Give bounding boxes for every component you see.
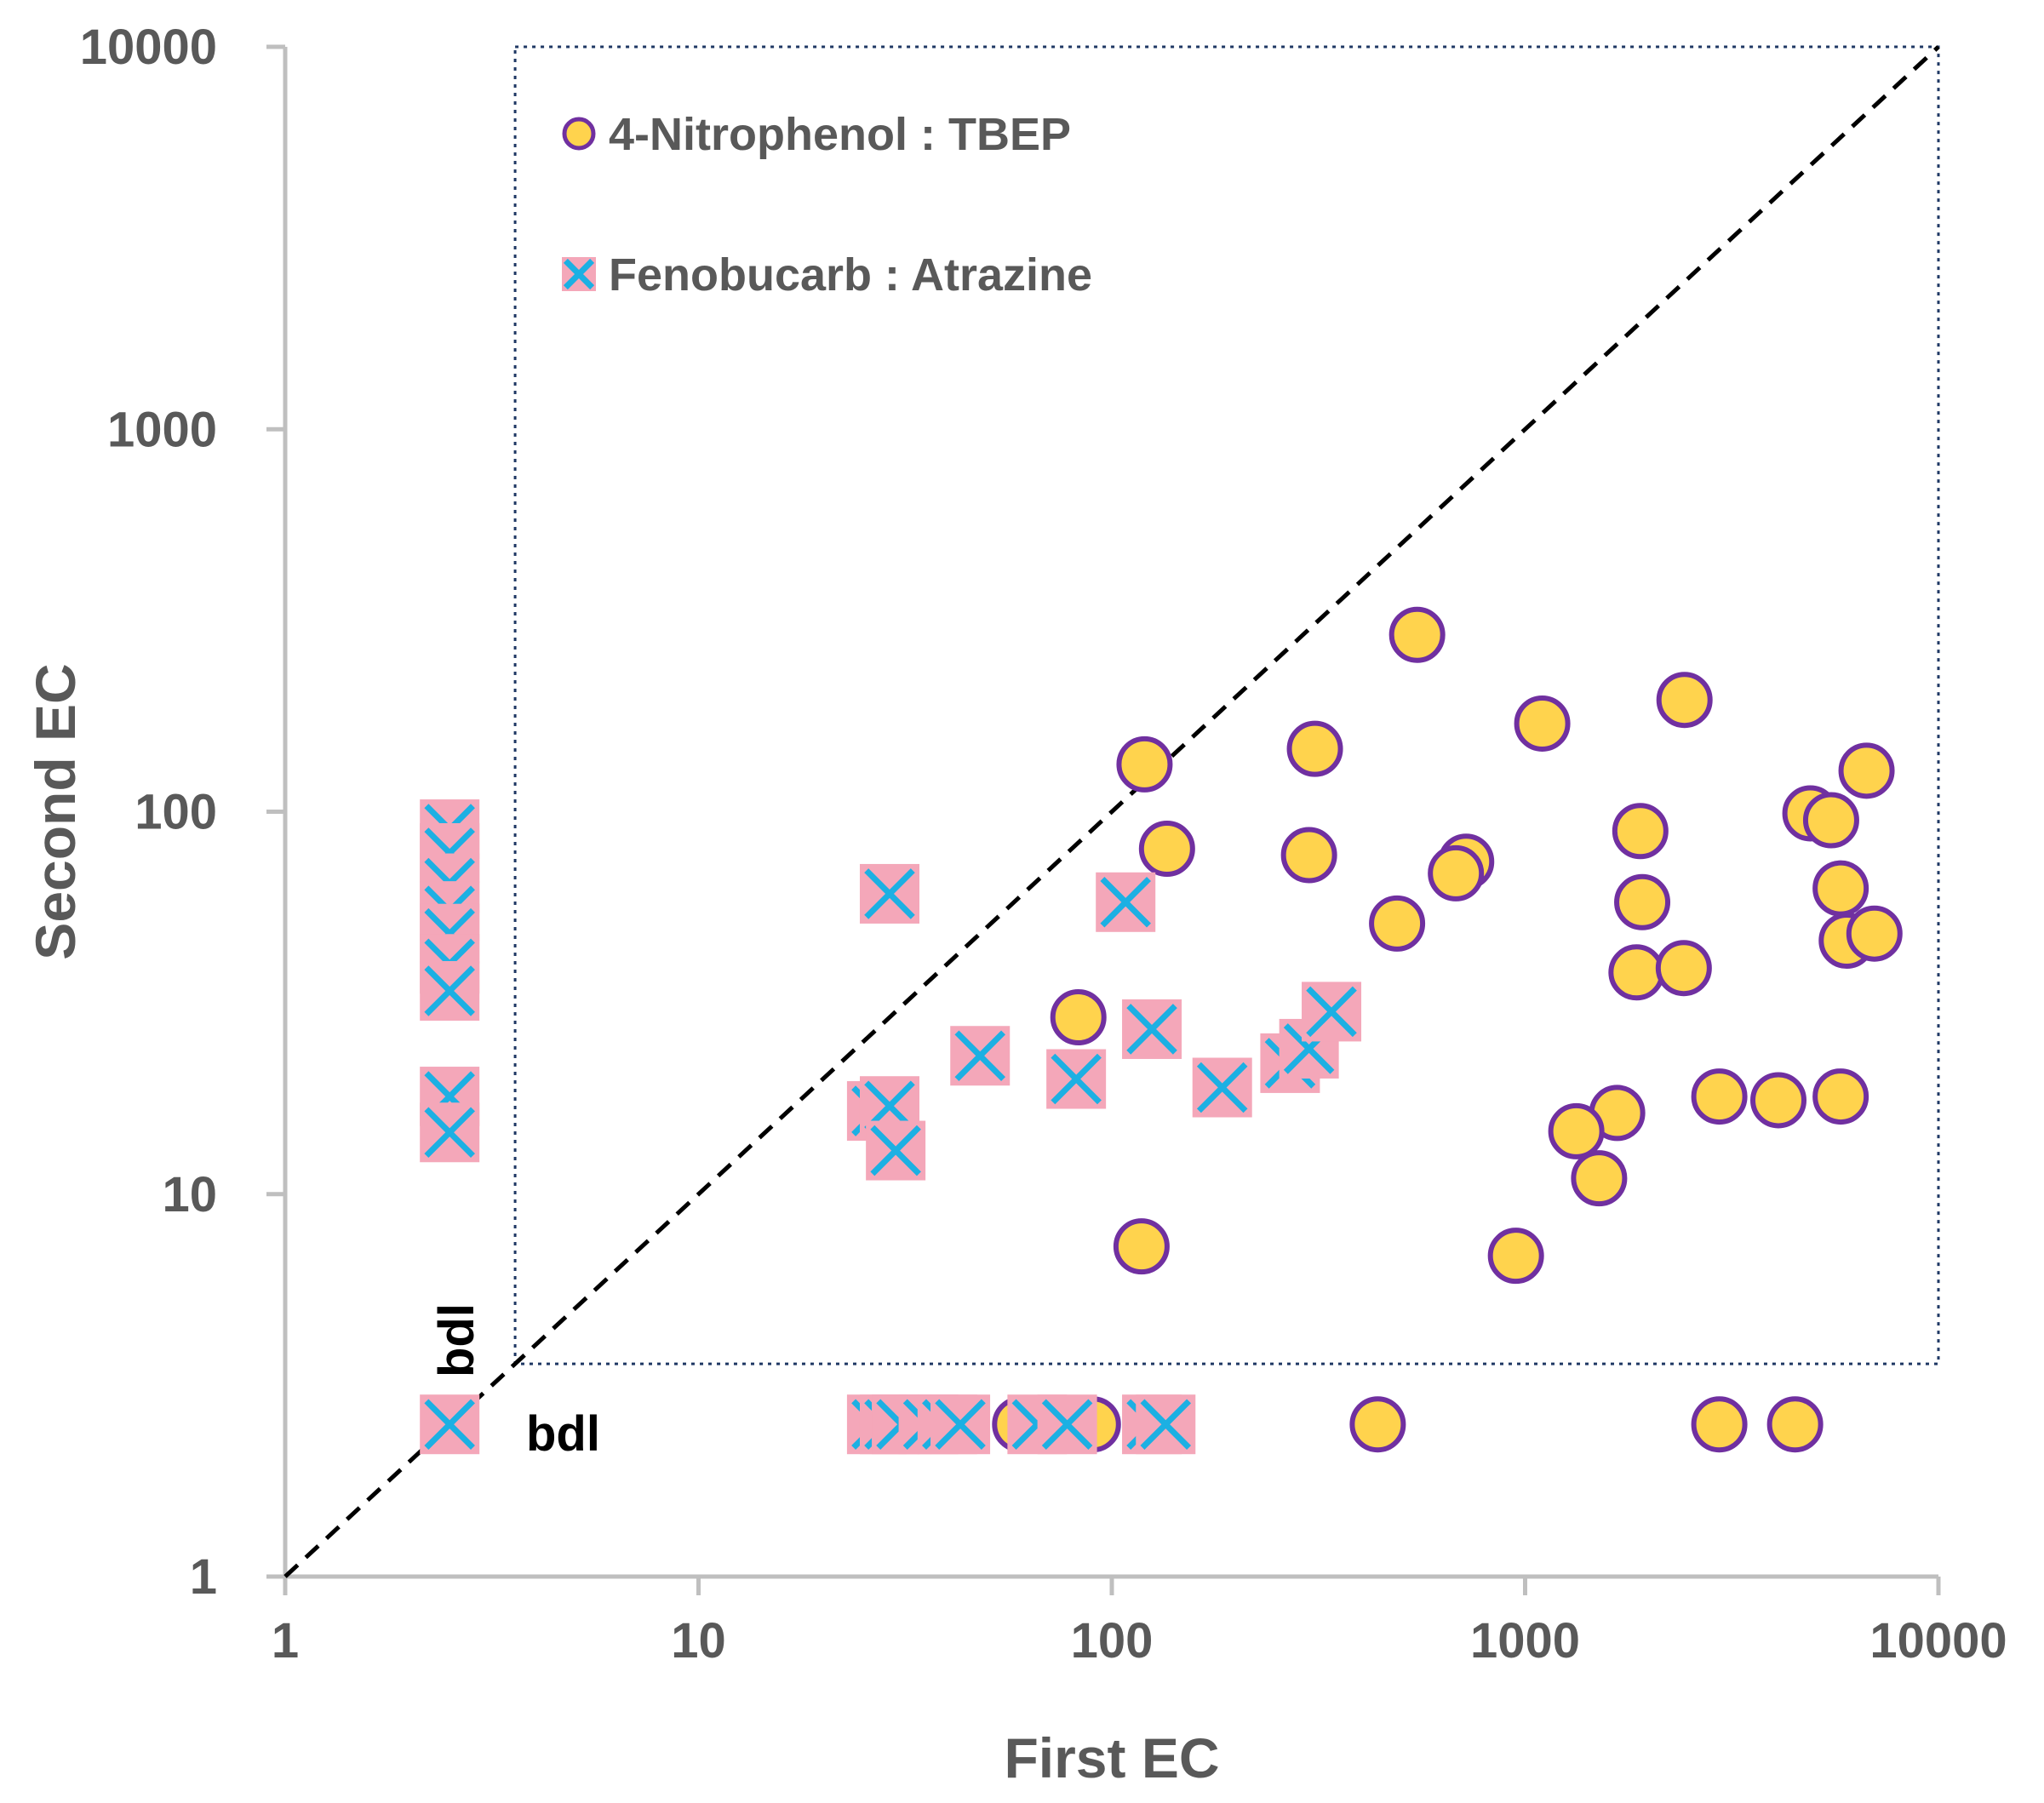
- x-axis-ticks: 1 10 100 1000 10000: [272, 1577, 2007, 1668]
- y-tick-label: 1000: [107, 402, 217, 457]
- marker-cross-stroke: [1140, 1399, 1192, 1451]
- x-tick-label: 10000: [1869, 1613, 2007, 1668]
- legend-marker-circle: [562, 117, 596, 151]
- x-tick-label: 100: [1071, 1613, 1154, 1668]
- marker-cross-stroke: [424, 1107, 475, 1159]
- marker-cross-stroke: [864, 868, 915, 919]
- data-point-x-square: [420, 960, 480, 1021]
- marker-cross-stroke: [954, 1030, 1006, 1082]
- legend-entry-series-2: Fenobucarb : Atrazine: [609, 249, 1092, 300]
- data-point-circle: [1656, 672, 1713, 729]
- marker-cross-stroke: [1196, 1062, 1248, 1113]
- marker-cross-stroke: [424, 1399, 475, 1451]
- data-points: [420, 606, 1903, 1455]
- marker-cross-stroke: [1126, 1004, 1177, 1055]
- data-point-circle: [1113, 1218, 1170, 1275]
- data-point-circle: [1388, 606, 1446, 663]
- data-point-circle: [1612, 803, 1669, 860]
- y-axis-title: Second EC: [24, 663, 87, 959]
- marker-cross-stroke: [870, 1125, 921, 1176]
- data-point-x-square: [1302, 982, 1362, 1042]
- marker-cross-stroke: [424, 965, 475, 1016]
- data-point-circle: [1349, 1396, 1406, 1453]
- data-point-circle: [1050, 989, 1107, 1046]
- data-point-x-square: [562, 257, 596, 291]
- data-point-x-square: [1192, 1057, 1252, 1118]
- data-point-x-square: [1037, 1394, 1097, 1455]
- bdl-x-label: bdl: [526, 1406, 600, 1462]
- one-to-one-reference-line: [283, 45, 1940, 1578]
- data-point-circle: [1608, 944, 1665, 1001]
- x-tick-label: 10: [671, 1613, 726, 1668]
- data-point-circle: [1116, 736, 1173, 793]
- data-point-x-square: [420, 1394, 480, 1455]
- data-point-circle: [1655, 940, 1712, 997]
- data-point-circle: [1571, 1150, 1628, 1207]
- marker-cross-stroke: [1051, 1053, 1102, 1105]
- y-tick-label: 10: [162, 1167, 217, 1222]
- marker-cross-stroke: [563, 258, 595, 290]
- data-point-circle: [1286, 720, 1343, 777]
- data-point-circle: [1812, 1068, 1869, 1125]
- data-point-x-square: [950, 1026, 1011, 1086]
- data-point-x-square: [1096, 872, 1156, 932]
- data-point-circle: [1846, 905, 1903, 962]
- x-tick-label: 1: [272, 1613, 299, 1668]
- y-tick-label: 1: [190, 1549, 217, 1605]
- marker-cross-stroke: [1306, 986, 1357, 1038]
- data-point-x-square: [1122, 999, 1182, 1059]
- data-point-x-square: [930, 1394, 991, 1455]
- data-point-circle: [1487, 1228, 1544, 1285]
- bdl-y-label: bdl: [429, 1303, 484, 1377]
- marker-cross-stroke: [1041, 1399, 1093, 1451]
- data-point-circle: [1838, 742, 1895, 799]
- marker-cross-stroke: [1100, 877, 1152, 928]
- data-point-x-square: [859, 863, 919, 924]
- data-point-circle: [1280, 827, 1337, 884]
- data-point-circle: [1750, 1072, 1807, 1129]
- legend-circle-icon: [562, 117, 596, 151]
- data-point-x-square: [866, 1120, 926, 1181]
- legend-marker-x-square: [562, 257, 596, 291]
- x-axis-title: First EC: [1004, 1726, 1219, 1789]
- x-tick-label: 1000: [1470, 1613, 1580, 1668]
- data-point-circle: [1691, 1396, 1748, 1453]
- data-point-circle: [1548, 1102, 1605, 1159]
- data-point-x-square: [1136, 1394, 1196, 1455]
- y-tick-label: 10000: [80, 20, 217, 75]
- data-point-circle: [1614, 873, 1671, 930]
- data-point-circle: [1138, 821, 1195, 878]
- data-point-circle: [1802, 792, 1859, 849]
- data-point-circle: [1812, 860, 1869, 917]
- data-point-circle: [1369, 895, 1426, 952]
- data-point-x-square: [420, 1102, 480, 1163]
- legend-entry-series-1: 4-Nitrophenol : TBEP: [609, 109, 1071, 160]
- legend: 4-Nitrophenol : TBEP Fenobucarb : Atrazi…: [562, 109, 1092, 300]
- data-point-circle: [1691, 1068, 1748, 1125]
- marker-cross-stroke: [935, 1399, 986, 1451]
- y-axis-ticks: 1 10 100 1000 10000: [80, 20, 285, 1605]
- y-tick-label: 100: [135, 785, 217, 840]
- data-point-circle: [1766, 1396, 1824, 1453]
- data-point-x-square: [1046, 1049, 1107, 1109]
- series-1-points: [992, 606, 1903, 1453]
- data-point-circle: [1514, 695, 1571, 752]
- series-2-points: [420, 799, 1362, 1455]
- data-point-circle: [1428, 844, 1485, 902]
